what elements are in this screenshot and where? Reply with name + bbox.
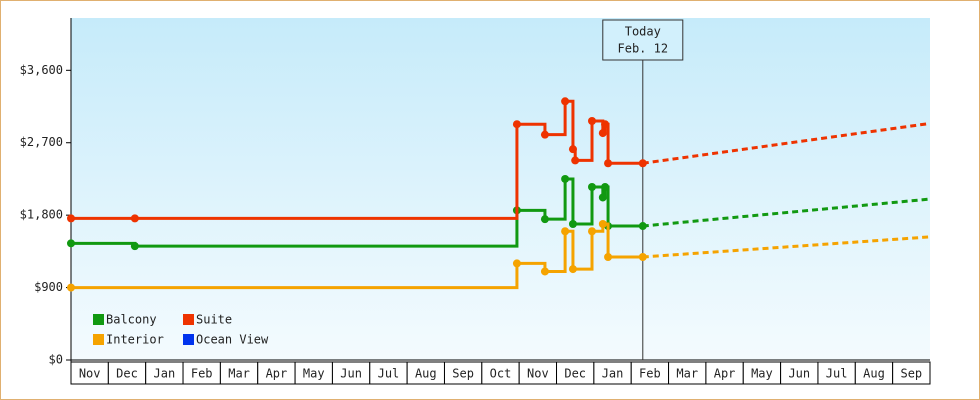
step-segment	[572, 231, 594, 271]
x-tick-label: Feb	[191, 367, 213, 381]
today-label: Today	[625, 25, 661, 39]
x-tick-label: Apr	[714, 367, 736, 381]
x-tick-label: Aug	[415, 367, 437, 381]
legend-swatch	[93, 314, 104, 325]
legend-label: Ocean View	[196, 333, 269, 347]
point	[598, 129, 607, 138]
x-tick-label: Dec	[564, 367, 586, 381]
point	[571, 156, 580, 165]
x-tick-label: Sep	[452, 367, 474, 381]
legend-swatch	[93, 334, 104, 345]
point	[67, 283, 75, 292]
y-tick-label: $1,800	[20, 208, 63, 222]
point	[601, 120, 610, 129]
x-tick-label: Aug	[863, 367, 885, 381]
point	[588, 227, 597, 236]
point	[568, 265, 577, 274]
y-tick-label: $3,600	[20, 63, 63, 77]
legend-label: Interior	[106, 333, 164, 347]
x-tick-label: Apr	[266, 367, 288, 381]
x-tick-label: Dec	[116, 367, 138, 381]
legend-swatch	[183, 314, 194, 325]
point	[601, 182, 610, 191]
point	[67, 239, 75, 248]
point	[512, 120, 521, 129]
point	[598, 193, 607, 202]
point	[540, 267, 549, 276]
x-tick-label: Jan	[154, 367, 176, 381]
forecast-line	[642, 197, 931, 228]
y-tick-label: $2,700	[20, 135, 63, 149]
legend-label: Suite	[196, 313, 232, 327]
point	[588, 117, 597, 126]
legend-swatch	[183, 334, 194, 345]
x-tick-label: Jun	[788, 367, 810, 381]
point	[540, 130, 549, 139]
x-tick-label: Feb	[639, 367, 661, 381]
x-tick-label: Sep	[900, 367, 922, 381]
point	[512, 259, 521, 268]
step-segment	[134, 210, 519, 248]
x-tick-label: Jul	[378, 367, 400, 381]
x-tick-label: Mar	[228, 367, 250, 381]
step-segment	[544, 178, 567, 221]
step-segment	[544, 101, 567, 137]
x-tick-label: Jun	[340, 367, 362, 381]
point	[568, 145, 577, 154]
x-tick-label: Jan	[602, 367, 624, 381]
point	[130, 242, 139, 251]
step-segment	[134, 124, 519, 220]
today-box	[602, 19, 684, 61]
today-label: Feb. 12	[618, 42, 669, 56]
month-cell	[892, 361, 931, 385]
step-segment	[572, 186, 594, 226]
forecast-line	[642, 235, 931, 259]
point	[598, 220, 607, 229]
plot-area	[71, 18, 930, 360]
forecast-line	[642, 121, 931, 165]
x-tick-label: Nov	[527, 367, 549, 381]
x-tick-label: Nov	[79, 367, 101, 381]
point	[588, 182, 597, 191]
y-tick-label: $0	[49, 353, 63, 367]
point	[568, 220, 577, 229]
x-tick-label: Oct	[490, 367, 512, 381]
step-segment	[575, 121, 594, 162]
y-tick-label: $900	[34, 280, 63, 294]
point	[540, 215, 549, 224]
point	[130, 214, 139, 223]
x-tick-label: May	[303, 367, 325, 381]
point	[67, 214, 75, 223]
point	[604, 252, 613, 261]
point	[561, 227, 570, 236]
step-segment	[71, 263, 519, 290]
point	[561, 97, 570, 106]
point	[561, 174, 570, 183]
x-tick-label: Jul	[826, 367, 848, 381]
legend-label: Balcony	[106, 313, 157, 327]
x-tick-label: May	[751, 367, 773, 381]
step-segment	[544, 231, 567, 273]
x-tick-label: Mar	[676, 367, 698, 381]
point	[604, 159, 613, 168]
